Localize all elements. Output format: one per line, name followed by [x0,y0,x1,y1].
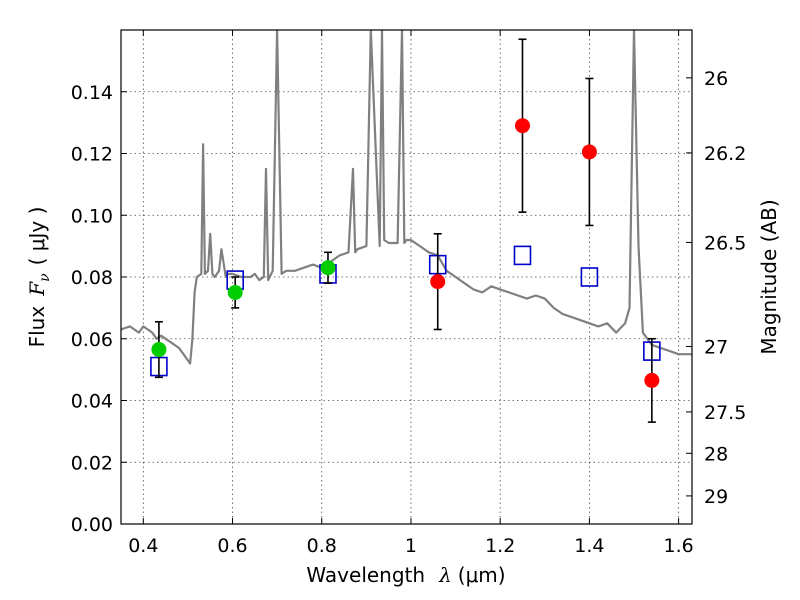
y-tick-label: 0.00 [71,514,113,536]
model-sed-line [121,30,692,365]
y2-tick-label: 28 [704,443,728,465]
model-photometry-marker [513,245,532,266]
y-axis-title: FluxFν( μJy ) [25,207,53,348]
photometry-point [320,260,336,276]
y2-tick-label: 27.5 [704,402,746,424]
x-tick-label: 1.6 [664,535,694,557]
x-tick-label: 0.8 [307,535,337,557]
x-tick-label: 0.4 [128,535,158,557]
grid-lines [121,30,692,524]
y-tick-label: 0.06 [71,329,113,351]
y2-tick-label: 27 [704,336,728,358]
y2-tick-label: 26 [704,68,728,90]
model-photometry-marker [580,267,599,287]
y-tick-label: 0.08 [71,267,113,289]
photometry-point [644,372,660,388]
y2-tick-label: 26.5 [704,232,746,254]
x-tick-label: 1.2 [485,535,515,557]
x-axis-ticks: 0.4 0.6 0.8 1 1.2 1.4 1.6 [128,30,694,557]
x-tick-label: 1.4 [574,535,604,557]
y-tick-label: 0.02 [71,452,113,474]
y-tick-label: 0.14 [71,82,113,104]
photometry-point [151,342,167,358]
photometry-point [514,118,530,134]
y-tick-label: 0.12 [71,144,113,166]
photometry-layer [150,38,661,423]
photometry-point [581,144,597,160]
y2-axis-title: Magnitude (AB) [757,199,781,354]
x-tick-label: 0.6 [217,535,247,557]
y2-tick-label: 29 [704,486,728,508]
x-tick-label: 1 [405,535,417,557]
photometry-point [430,274,446,290]
y2-axis-ticks: 26 26.2 26.5 27 27.5 28 29 [686,68,746,508]
y2-tick-label: 26.2 [704,143,746,165]
y-tick-label: 0.10 [71,205,113,227]
y-tick-label: 0.04 [71,391,113,413]
model-sed-layer [121,30,692,365]
photometry-point [227,284,243,300]
y-axis-ticks: 0.00 0.02 0.04 0.06 0.08 0.10 0.12 0.14 [71,82,127,536]
x-axis-title: Wavelength λ (μm) [306,563,505,587]
